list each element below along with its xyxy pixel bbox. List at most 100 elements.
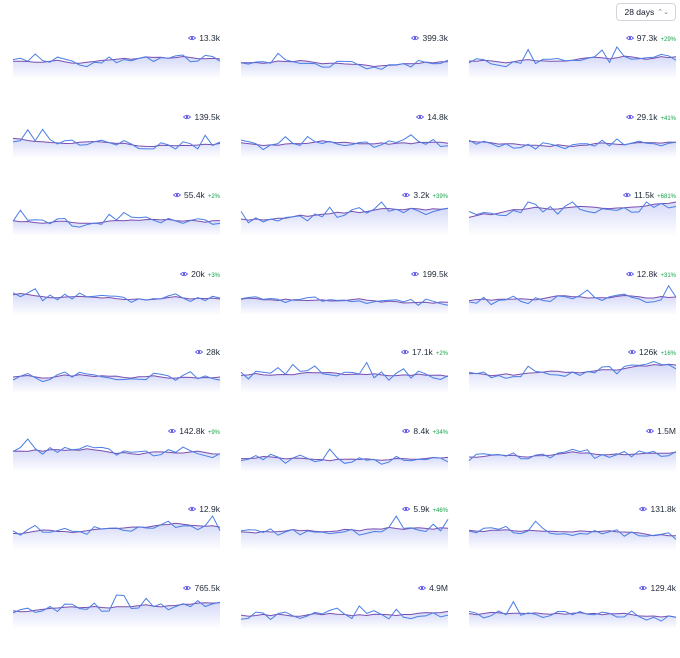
metric-card[interactable]: 14.8k — [241, 109, 448, 188]
delta-badge: +681% — [657, 194, 676, 200]
metric-card[interactable]: 131.8k — [469, 501, 676, 580]
views-stat: 139.5k — [183, 112, 220, 122]
views-count: 13.3k — [199, 33, 220, 43]
sparkline-area — [13, 138, 220, 158]
views-stat: 97.3k+29% — [626, 33, 676, 43]
metric-card[interactable]: 142.8k+9% — [13, 423, 220, 502]
eye-icon — [401, 349, 409, 355]
sparkline-area — [469, 364, 676, 393]
sparkline — [13, 595, 220, 629]
metric-card[interactable]: 5.9k+46% — [241, 501, 448, 580]
views-stat: 199.5k — [411, 269, 448, 279]
delta-badge: +3% — [208, 273, 220, 279]
sparkline — [469, 438, 676, 472]
chevron-down-icon: ⌃⌄ — [657, 9, 669, 16]
eye-icon — [628, 349, 636, 355]
metric-card[interactable]: 4.9M — [241, 580, 448, 658]
sparkline — [241, 124, 448, 158]
sparkline — [13, 359, 220, 393]
views-stat: 131.8k — [639, 504, 676, 514]
sparkline-area — [241, 208, 448, 236]
metric-card[interactable]: 3.2k+39% — [241, 187, 448, 266]
delta-badge: +2% — [436, 351, 448, 357]
eye-icon — [411, 271, 419, 277]
metric-card[interactable]: 17.1k+2% — [241, 344, 448, 423]
sparkline — [241, 595, 448, 629]
sparkline — [469, 595, 676, 629]
metric-card[interactable]: 8.4k+34% — [241, 423, 448, 502]
views-count: 139.5k — [194, 112, 220, 122]
metric-card[interactable]: 199.5k — [241, 266, 448, 345]
eye-icon — [416, 114, 424, 120]
views-count: 399.3k — [422, 33, 448, 43]
date-range-select[interactable]: 28 days ⌃⌄ — [616, 3, 676, 21]
views-stat: 8.4k+34% — [402, 426, 448, 436]
views-stat: 20k+3% — [180, 269, 220, 279]
views-stat: 14.8k — [416, 112, 448, 122]
views-stat: 1.5M — [646, 426, 676, 436]
sparkline-grid: 13.3k 399.3k 97.3k+29% 139.5k 14.8k 29.1k+41%… — [13, 30, 676, 658]
sparkline — [13, 202, 220, 236]
metric-card[interactable]: 12.8k+31% — [469, 266, 676, 345]
sparkline — [13, 438, 220, 472]
sparkline — [469, 124, 676, 158]
sparkline-area — [241, 527, 448, 550]
eye-icon — [183, 585, 191, 591]
views-count: 97.3k — [637, 33, 658, 43]
sparkline — [241, 359, 448, 393]
views-stat: 126k+16% — [628, 347, 676, 357]
metric-card[interactable]: 13.3k — [13, 30, 220, 109]
metric-card[interactable]: 139.5k — [13, 109, 220, 188]
eye-icon — [195, 349, 203, 355]
sparkline-area — [469, 530, 676, 550]
metric-card[interactable]: 29.1k+41% — [469, 109, 676, 188]
views-count: 12.8k — [637, 269, 658, 279]
views-count: 131.8k — [650, 504, 676, 514]
metric-card[interactable]: 129.4k — [469, 580, 676, 658]
metric-card[interactable]: 12.9k — [13, 501, 220, 580]
views-stat: 142.8k+9% — [168, 426, 220, 436]
views-stat: 399.3k — [411, 33, 448, 43]
eye-icon — [168, 428, 176, 434]
views-stat: 765.5k — [183, 583, 220, 593]
views-stat: 3.2k+39% — [402, 190, 448, 200]
eye-icon — [402, 506, 410, 512]
sparkline-area — [241, 140, 448, 157]
sparkline-area — [13, 219, 220, 236]
sparkline — [13, 281, 220, 315]
delta-badge: +46% — [432, 508, 448, 514]
delta-badge: +39% — [432, 194, 448, 200]
metric-card[interactable]: 765.5k — [13, 580, 220, 658]
views-count: 14.8k — [427, 112, 448, 122]
views-count: 765.5k — [194, 583, 220, 593]
views-stat: 12.9k — [188, 504, 220, 514]
metric-card[interactable]: 11.5k+681% — [469, 187, 676, 266]
views-stat: 11.5k+681% — [623, 190, 676, 200]
views-stat: 4.9M — [418, 583, 448, 593]
eye-icon — [188, 35, 196, 41]
metric-card[interactable]: 28k — [13, 344, 220, 423]
sparkline — [469, 281, 676, 315]
sparkline — [469, 45, 676, 79]
views-count: 5.9k — [413, 504, 429, 514]
sparkline — [241, 281, 448, 315]
metric-card[interactable]: 1.5M — [469, 423, 676, 502]
eye-icon — [180, 271, 188, 277]
sparkline — [469, 516, 676, 550]
views-count: 20k — [191, 269, 205, 279]
eye-icon — [626, 114, 634, 120]
eye-icon — [626, 35, 634, 41]
metric-card[interactable]: 399.3k — [241, 30, 448, 109]
views-count: 126k — [639, 347, 657, 357]
eye-icon — [188, 506, 196, 512]
sparkline — [469, 359, 676, 393]
metric-card[interactable]: 126k+16% — [469, 344, 676, 423]
views-stat: 28k — [195, 347, 220, 357]
views-stat: 55.4k+2% — [173, 190, 220, 200]
metric-card[interactable]: 20k+3% — [13, 266, 220, 345]
sparkline — [241, 202, 448, 236]
metric-card[interactable]: 97.3k+29% — [469, 30, 676, 109]
views-count: 29.1k — [637, 112, 658, 122]
eye-icon — [646, 428, 654, 434]
metric-card[interactable]: 55.4k+2% — [13, 187, 220, 266]
